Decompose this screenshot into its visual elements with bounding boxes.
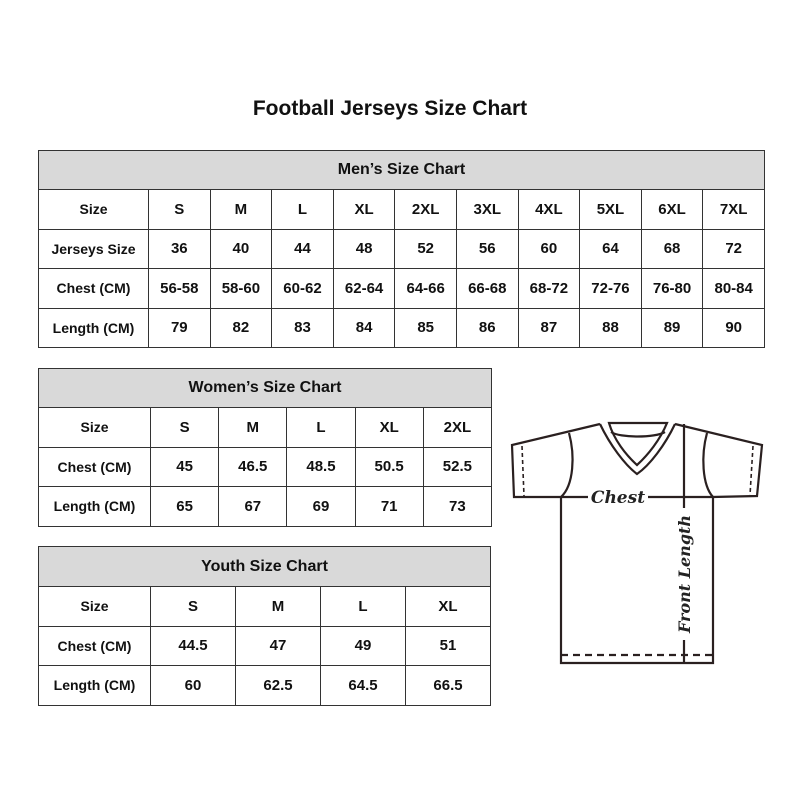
table-cell: L — [271, 189, 334, 230]
table-cell: M — [218, 407, 288, 448]
table-cell: 5XL — [579, 189, 642, 230]
youth-size-table: Youth Size Chart Size S M L XL Chest (CM) 44.5 4… — [38, 546, 491, 706]
table-cell: 71 — [354, 486, 424, 527]
table-cell: 67 — [218, 486, 288, 527]
table-cell: 84 — [332, 307, 396, 348]
table-cell: 68-72 — [517, 268, 581, 309]
table-cell: 66-68 — [455, 268, 519, 309]
table-cell: 48.5 — [286, 446, 356, 487]
youth-heading: Youth Size Chart — [38, 546, 491, 587]
table-cell: 62-64 — [332, 268, 396, 309]
table-cell: 2XL — [422, 407, 493, 448]
table-cell: 60 — [150, 665, 236, 706]
table-cell: L — [286, 407, 356, 448]
table-cell: 79 — [148, 307, 211, 348]
row-label: Size — [38, 407, 151, 448]
table-row: Length (CM) 79 82 83 84 85 86 87 88 89 90 — [38, 307, 765, 348]
table-row: Length (CM) 60 62.5 64.5 66.5 — [38, 665, 491, 706]
row-label: Length (CM) — [38, 486, 151, 527]
table-row: Length (CM) 65 67 69 71 73 — [38, 486, 493, 527]
table-cell: S — [150, 586, 236, 627]
table-row: Size S M L XL — [38, 586, 491, 627]
row-label: Chest (CM) — [38, 625, 151, 666]
table-cell: 87 — [517, 307, 581, 348]
jersey-outline-icon — [510, 421, 764, 665]
table-cell: 7XL — [702, 189, 765, 230]
table-cell: M — [235, 586, 321, 627]
table-cell: 45 — [149, 446, 220, 487]
table-cell: XL — [354, 407, 424, 448]
front-length-label: Front Length — [675, 515, 694, 634]
table-cell: 44 — [271, 228, 334, 269]
table-cell: 69 — [286, 486, 356, 527]
table-cell: 66.5 — [405, 665, 491, 706]
table-cell: 56-58 — [148, 268, 211, 309]
table-cell: 60 — [517, 228, 581, 269]
table-cell: 48 — [332, 228, 396, 269]
table-cell: 6XL — [640, 189, 704, 230]
table-cell: 76-80 — [640, 268, 704, 309]
table-cell: 80-84 — [702, 268, 765, 309]
table-cell: 44.5 — [150, 625, 236, 666]
row-label: Chest (CM) — [38, 446, 151, 487]
row-label: Jerseys Size — [38, 228, 149, 269]
table-cell: 85 — [394, 307, 457, 348]
table-cell: 52.5 — [422, 446, 493, 487]
womens-size-table: Women’s Size Chart Size S M L XL 2XL Chest (CM)… — [38, 368, 493, 527]
table-cell: 51 — [405, 625, 491, 666]
table-row: Size S M L XL 2XL 3XL 4XL 5XL 6XL 7XL — [38, 189, 765, 230]
table-cell: 86 — [455, 307, 519, 348]
table-cell: XL — [405, 586, 491, 627]
table-cell: 72-76 — [579, 268, 642, 309]
table-row: Size S M L XL 2XL — [38, 407, 493, 448]
row-label: Size — [38, 189, 149, 230]
table-cell: XL — [332, 189, 396, 230]
table-cell: 65 — [149, 486, 220, 527]
table-cell: 60-62 — [271, 268, 334, 309]
table-cell: 62.5 — [235, 665, 321, 706]
mens-size-table: Men’s Size Chart Size S M L XL 2XL 3XL 4XL 5XL 6XL… — [38, 150, 765, 348]
table-cell: 64.5 — [320, 665, 406, 706]
chest-label: Chest — [591, 488, 645, 508]
table-cell: 36 — [148, 228, 211, 269]
row-label: Length (CM) — [38, 307, 149, 348]
table-row: Chest (CM) 44.5 47 49 51 — [38, 625, 491, 666]
womens-heading: Women’s Size Chart — [38, 368, 492, 408]
table-cell: L — [320, 586, 406, 627]
page-title: Football Jerseys Size Chart — [252, 97, 528, 120]
table-cell: 82 — [209, 307, 273, 348]
table-row: Chest (CM) 45 46.5 48.5 50.5 52.5 — [38, 446, 493, 487]
mens-heading: Men’s Size Chart — [38, 150, 765, 190]
table-cell: 49 — [320, 625, 406, 666]
row-label: Size — [38, 586, 151, 627]
table-cell: 47 — [235, 625, 321, 666]
table-cell: 88 — [579, 307, 642, 348]
table-cell: S — [149, 407, 220, 448]
table-cell: 50.5 — [354, 446, 424, 487]
table-cell: 40 — [209, 228, 273, 269]
table-cell: 90 — [702, 307, 765, 348]
table-row: Jerseys Size 36 40 44 48 52 56 60 64 68 72 — [38, 228, 765, 269]
table-cell: 68 — [640, 228, 704, 269]
table-cell: 73 — [422, 486, 493, 527]
